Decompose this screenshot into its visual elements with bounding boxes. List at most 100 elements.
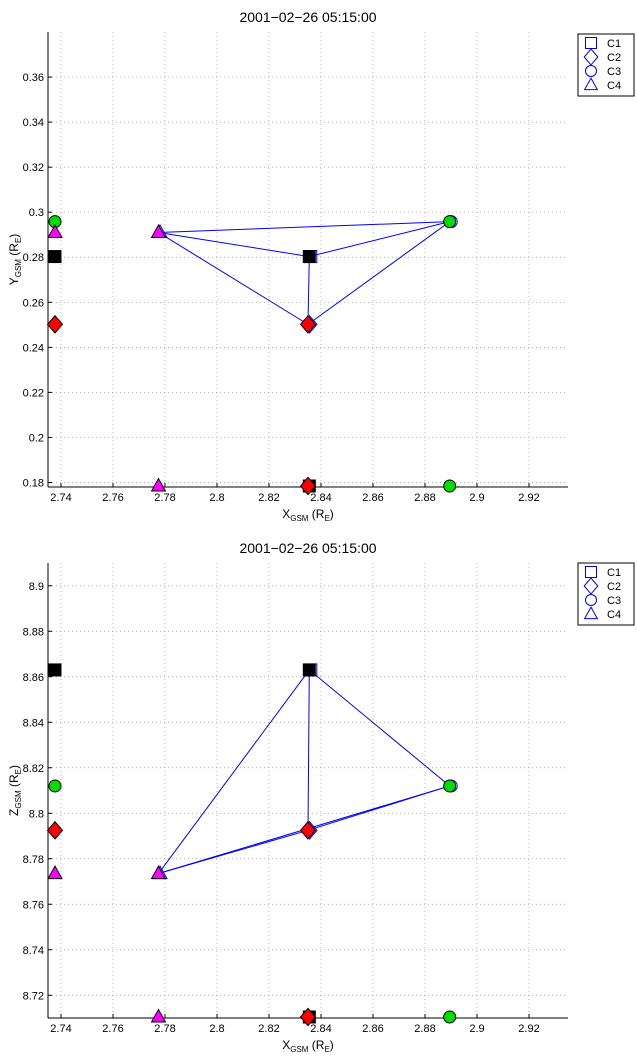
legend-label-c4: C4 [607,609,621,621]
x-axis-label-sub: GSM [290,514,309,523]
y-axis-label-unit-close: ) [7,765,21,769]
y-tick-label: 0.28 [23,252,44,264]
legend-marker-c3 [585,65,597,77]
y-axis-label: YGSM (RE) [7,234,23,286]
point-c4 [150,865,167,880]
x-axis-label-main: X [282,1038,290,1052]
y-tick-label: 0.18 [23,477,44,489]
plot-area: 2.74 2.76 2.78 2.8 2.82 2.84 2.86 2.88 2.9 2.92 8.… [23,563,568,1035]
legend-label-c2: C2 [607,52,621,64]
projection-y-c4 [47,865,63,880]
x-tick-label: 2.88 [414,1023,435,1035]
point-c3 [443,779,457,793]
y-axis-label-sub: GSM [14,790,23,809]
y-tick-label: 8.88 [23,626,44,638]
legend-label-c2: C2 [607,581,621,593]
point-c4 [150,224,167,239]
edge-c1-c4 [158,231,310,258]
chart-title: 2001−02−26 05:15:00 [239,540,376,556]
x-axis-label-unit-sub: E [324,1045,329,1054]
x-tick-label: 2.82 [258,492,279,504]
legend-label-c1: C1 [607,567,621,579]
x-tick-label: 2.84 [310,1023,331,1035]
point-c2 [299,314,317,334]
edge-c1-c2 [307,256,310,325]
x-axis-label-unit-open: (R [308,1038,324,1052]
y-tick-label: 8.82 [23,763,44,775]
y-axis-label-unit-close: ) [7,234,21,238]
y-axis-label-unit-open: (R [7,774,21,790]
x-tick-label: 2.76 [102,492,123,504]
tetrahedron-edges [158,221,450,325]
legend-marker-c4 [583,77,599,91]
y-axis-label-sub: GSM [14,259,23,278]
x-tick-label: 2.86 [362,1023,383,1035]
y-tick-label: 0.3 [29,207,44,219]
x-axis-label-unit-sub: E [324,514,329,523]
panel-xz: 2001−02−26 05:15:00 2.74 2.76 2.78 2.8 2.82 2… [7,540,635,1054]
y-tick-label: 8.72 [23,990,44,1002]
legend: C1 C2 C3 C4 [577,33,635,97]
y-tick-label: 0.26 [23,297,44,309]
x-axis-label-sub: GSM [290,1045,309,1054]
x-tick-label: 2.74 [50,492,71,504]
y-tick-label: 8.76 [23,899,44,911]
projection-y-c2 [46,820,64,840]
edge-c1-c3 [308,669,451,787]
x-tick-label: 2.76 [102,1023,123,1035]
y-axis-label-unit-open: (R [7,243,21,259]
y-tick-label: 8.84 [23,717,44,729]
projection-x-c4 [150,1008,167,1023]
y-tick-label: 0.32 [23,162,44,174]
edge-c3-c4 [158,221,450,233]
y-tick-label: 8.74 [23,945,44,957]
legend-label-c3: C3 [607,595,621,607]
markers [46,663,458,1027]
projection-x-c2 [299,1007,317,1027]
edge-c1-c2 [307,669,310,831]
tetrahedron-edges [158,669,451,875]
legend-marker-c4 [583,606,599,620]
x-tick-label: 2.82 [258,1023,279,1035]
x-tick-label: 2.9 [469,492,484,504]
point-c1 [302,250,316,264]
x-axis-label-unit-open: (R [308,507,324,521]
x-tick-label: 2.78 [154,1023,175,1035]
point-c3 [443,215,457,229]
x-tick-label: 2.8 [209,492,224,504]
x-axis-label-unit-close: ) [330,1038,334,1052]
x-axis-label: XGSM (RE) [282,1038,334,1054]
y-tick-label: 0.2 [29,432,44,444]
y-tick-label: 8.8 [29,808,44,820]
x-tick-label: 2.9 [469,1023,484,1035]
chart-title: 2001−02−26 05:15:00 [239,9,376,25]
edge-c2-c3 [307,221,450,325]
y-tick-label: 8.78 [23,854,44,866]
plot-area: 2.74 2.76 2.78 2.8 2.82 2.84 2.86 2.88 2.9 2.92 0.… [23,32,568,504]
ticks: 2.74 2.76 2.78 2.8 2.82 2.84 2.86 2.88 2.9 2.92 8.… [23,581,540,1035]
x-axis-label-unit-close: ) [330,507,334,521]
projection-x-c3 [443,479,457,493]
y-axis-label-main: Z [7,809,21,816]
y-axis-label-unit-sub: E [14,238,23,243]
legend-marker-c2 [583,48,599,66]
legend-marker-c2 [583,577,599,595]
legend-marker-c3 [585,594,597,606]
y-tick-label: 0.22 [23,387,44,399]
x-tick-label: 2.78 [154,492,175,504]
projection-y-c3 [48,779,62,793]
x-tick-label: 2.86 [362,492,383,504]
projection-y-c1 [48,250,62,264]
legend-label-c4: C4 [607,80,621,92]
y-axis-label: ZGSM (RE) [7,765,23,816]
projection-x-c4 [150,477,167,492]
x-tick-label: 2.74 [50,1023,71,1035]
projection-y-c4 [47,224,63,239]
edge-c1-c4 [158,669,310,874]
y-tick-label: 0.36 [23,72,44,84]
y-axis-label-unit-sub: E [14,769,23,774]
panel-xy: 2001−02−26 05:15:00 2.74 2.76 2.78 2.8 2.82 2… [7,9,635,523]
y-axis-label-main: Y [7,277,21,285]
